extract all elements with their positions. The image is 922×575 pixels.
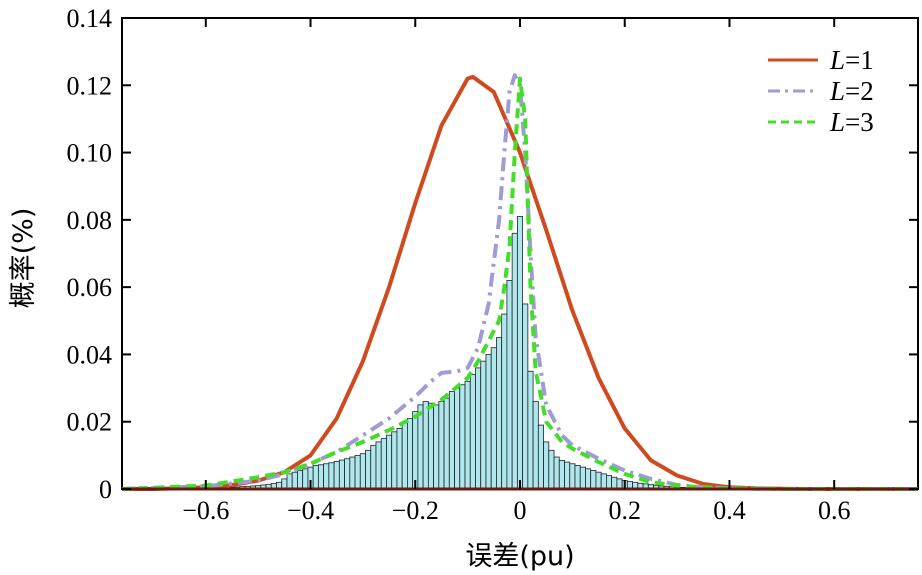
y-tick-label: 0.04: [67, 340, 113, 369]
x-tick-label: 0.2: [608, 496, 641, 525]
histogram-bar: [611, 476, 618, 490]
histogram-bar: [359, 453, 366, 490]
histogram-bar: [579, 466, 586, 490]
histogram-bar: [323, 463, 330, 490]
y-tick-label: 0.12: [67, 71, 113, 100]
x-tick-label: −0.4: [287, 496, 334, 525]
x-tick-label: −0.2: [392, 496, 439, 525]
series-line-L-3: [121, 76, 918, 491]
x-tick-label: 0.6: [818, 496, 851, 525]
x-axis-ticks: −0.6 −0.4 −0.2 0 0.2 0.4 0.6: [182, 18, 850, 525]
x-tick-label: 0: [514, 496, 527, 525]
histogram-bar: [616, 478, 623, 490]
legend-label-val: =2: [845, 76, 874, 106]
histogram-bar: [333, 461, 340, 490]
histogram-bar: [448, 391, 455, 490]
histogram-bar: [569, 463, 576, 490]
histogram-bar: [407, 417, 414, 490]
histogram-bar: [464, 380, 471, 490]
legend-label-L-3: L=3: [829, 107, 874, 137]
histogram-bar: [469, 374, 476, 490]
histogram-bar: [537, 424, 544, 490]
histogram-bar: [574, 465, 581, 490]
histogram-bar: [427, 402, 434, 490]
x-tick-label: −0.6: [182, 496, 229, 525]
histogram-bar: [443, 397, 450, 490]
y-tick-label: 0.02: [67, 408, 113, 437]
density-curves: [121, 73, 918, 491]
histogram-bar: [585, 468, 592, 490]
histogram-bar: [590, 470, 597, 490]
histogram-bar: [459, 384, 466, 490]
legend-label-var: L: [829, 107, 845, 137]
histogram-bar: [354, 454, 361, 490]
histogram-bar: [281, 478, 288, 490]
histogram-bar: [302, 468, 309, 490]
y-tick-label: 0.06: [67, 273, 113, 302]
histogram-bar: [438, 401, 445, 490]
histogram-bar: [506, 280, 513, 490]
histogram-bar: [365, 449, 372, 490]
histogram-bar: [600, 473, 607, 490]
histogram-bar: [485, 354, 492, 490]
histogram-bar: [291, 471, 298, 490]
histogram-bar: [516, 216, 524, 490]
histogram-bar: [543, 441, 550, 490]
histogram-bar: [286, 473, 293, 490]
histogram-bar: [370, 444, 377, 490]
histogram-bar: [417, 404, 424, 490]
histogram-bar: [349, 456, 356, 490]
histogram-bar: [553, 456, 560, 490]
histogram-bar: [501, 313, 508, 490]
histogram-bar: [606, 475, 613, 490]
series-line-L-2: [121, 73, 918, 491]
histogram-bar: [328, 462, 335, 490]
histogram-bar: [433, 404, 440, 490]
x-axis-title: 误差(pu): [465, 541, 574, 572]
y-tick-label: 0.10: [67, 139, 113, 168]
legend-label-L-2: L=2: [829, 76, 874, 106]
histogram-bar: [297, 470, 304, 490]
legend-label-L-1: L=1: [829, 45, 874, 75]
histogram-bar: [317, 464, 325, 490]
histogram-bar: [532, 401, 539, 490]
histogram-bar: [380, 438, 387, 490]
histogram-bar: [548, 449, 555, 490]
histogram-bar: [490, 347, 497, 490]
legend-label-val: =3: [845, 107, 874, 137]
histogram-bar: [396, 428, 403, 490]
histogram-bar: [558, 460, 565, 490]
histogram-bar: [522, 303, 529, 490]
legend: L=1L=2L=3: [768, 45, 874, 137]
y-axis-title: 概率(%): [8, 208, 39, 309]
histogram-bar: [375, 441, 382, 490]
histogram-bar: [412, 411, 419, 490]
y-tick-label: 0.14: [67, 4, 113, 33]
legend-label-var: L: [829, 76, 845, 106]
legend-label-var: L: [829, 45, 845, 75]
histogram-bar: [496, 337, 503, 490]
y-axis-ticks: 0 0.02 0.04 0.06 0.08 0.10 0.12 0.14: [67, 4, 918, 504]
histogram-bar: [386, 434, 393, 490]
y-tick-label: 0: [99, 475, 112, 504]
histogram-bar: [312, 465, 319, 490]
y-tick-label: 0.08: [67, 206, 113, 235]
histogram-bar: [480, 360, 487, 490]
histogram-bars: [228, 216, 696, 490]
histogram-bar: [391, 431, 398, 490]
histogram-bar: [511, 232, 518, 490]
histogram-bar: [454, 387, 461, 490]
histogram-bar: [595, 471, 602, 490]
histogram-bar: [564, 461, 571, 490]
histogram-bar: [527, 370, 534, 490]
legend-label-val: =1: [845, 45, 874, 75]
histogram-bar: [422, 401, 429, 490]
x-tick-label: 0.4: [713, 496, 746, 525]
histogram-bar: [344, 458, 351, 490]
plot-area: 00.020.040.060.080.100.120.14 −0.6 −0.4 −0…: [67, 4, 919, 525]
histogram-bar: [475, 367, 482, 490]
histogram-bar: [401, 421, 408, 490]
histogram-bar: [338, 459, 345, 490]
